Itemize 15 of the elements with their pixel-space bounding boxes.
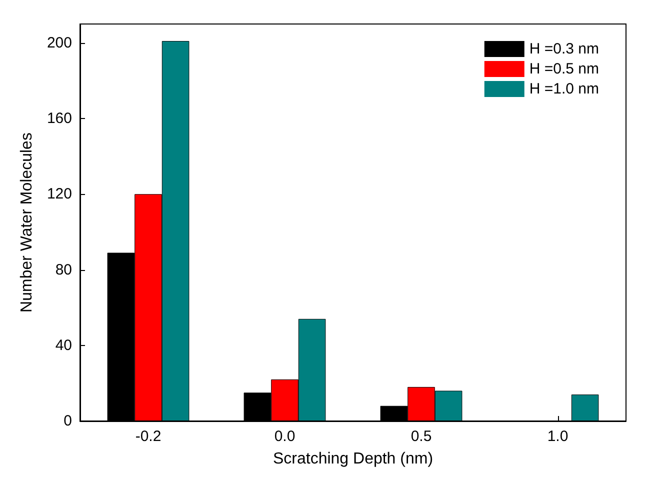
y-tick-label: 40	[55, 336, 72, 354]
x-tick-label: 0.5	[410, 428, 432, 445]
y-axis-title: Number Water Molecules	[18, 132, 36, 312]
y-tick-label: 160	[46, 110, 72, 128]
legend-label: H =1.0 nm	[529, 80, 600, 98]
y-tick-label: 120	[46, 186, 72, 203]
y-tick-label: 200	[46, 34, 72, 52]
legend-label: H =0.5 nm	[529, 60, 600, 78]
y-tick-label: 80	[55, 261, 72, 278]
legend-label: H =0.3 nm	[529, 40, 600, 58]
x-tick-label: 1.0	[547, 428, 568, 445]
x-tick-label: -0.2	[135, 428, 162, 445]
x-tick-label: 0.0	[274, 428, 296, 445]
x-axis-title: Scratching Depth (nm)	[272, 450, 434, 468]
y-tick-label: 0	[64, 412, 72, 430]
